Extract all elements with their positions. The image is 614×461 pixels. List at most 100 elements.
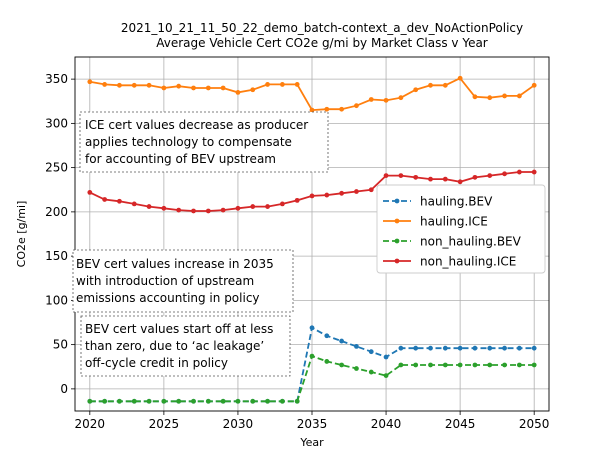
data-point	[398, 362, 404, 368]
data-point	[398, 345, 404, 351]
data-point	[472, 345, 478, 351]
annotation-bev-2035: BEV cert values increase in 2035 with in…	[72, 249, 294, 313]
annotation-line: than zero, due to ‘ac leakage’	[85, 339, 264, 353]
series-non-hauling-ICE	[87, 169, 537, 214]
annotation-line: emissions accounting in policy	[76, 291, 260, 305]
data-point	[309, 193, 315, 199]
data-point	[294, 82, 300, 87]
data-point	[516, 93, 522, 99]
data-point	[413, 362, 419, 368]
data-point	[235, 90, 241, 95]
data-point	[309, 325, 315, 331]
data-point	[531, 169, 537, 175]
data-point	[502, 345, 507, 351]
data-point	[235, 398, 241, 404]
annotation-line: applies technology to compensate	[85, 135, 292, 149]
data-point	[176, 207, 182, 213]
data-point	[279, 82, 285, 87]
annotation-line: with introduction of upstream	[76, 274, 254, 288]
y-tick-label: 250	[45, 161, 68, 175]
data-point	[442, 345, 448, 351]
data-point	[265, 82, 270, 87]
data-point	[442, 176, 448, 182]
data-point	[220, 207, 226, 213]
data-point	[131, 201, 137, 207]
data-point	[368, 187, 374, 193]
data-point	[294, 197, 300, 203]
legend-marker	[394, 218, 400, 224]
data-point	[87, 79, 93, 85]
data-point	[413, 174, 419, 180]
legend-label: non_hauling.ICE	[420, 255, 516, 269]
data-point	[383, 373, 389, 378]
x-tick-label: 2045	[445, 417, 476, 431]
data-point	[472, 174, 478, 180]
data-point	[502, 171, 507, 177]
y-axis-label: CO2e [g/mi]	[15, 201, 28, 268]
data-point	[531, 362, 537, 368]
data-point	[339, 106, 345, 112]
y-tick-label: 200	[45, 205, 68, 219]
data-point	[428, 82, 433, 88]
data-point	[324, 333, 330, 339]
y-tick-label: 300	[45, 116, 68, 130]
x-tick-label: 2050	[519, 417, 550, 431]
data-point	[265, 204, 270, 209]
chart-title: 2021_10_21_11_50_22_demo_batch-context_a…	[121, 21, 523, 35]
data-point	[339, 338, 345, 344]
data-point	[472, 362, 478, 368]
data-point	[487, 345, 493, 351]
legend-marker	[394, 258, 400, 264]
data-point	[146, 204, 152, 209]
data-point	[205, 208, 211, 214]
data-point	[279, 201, 285, 207]
data-point	[398, 173, 404, 178]
annotation-box	[79, 111, 329, 173]
data-point	[102, 398, 108, 404]
x-tick-label: 2025	[149, 417, 180, 431]
data-point	[383, 173, 389, 178]
series-hauling-ICE	[87, 75, 537, 113]
data-point	[354, 343, 359, 349]
data-point	[294, 398, 300, 404]
legend-marker	[394, 238, 400, 244]
data-point	[457, 75, 463, 81]
legend-label: non_hauling.BEV	[420, 235, 522, 249]
data-point	[191, 208, 196, 214]
annotation-line: BEV cert values increase in 2035	[76, 257, 274, 271]
data-point	[309, 353, 315, 359]
data-point	[457, 362, 463, 368]
legend-item: non_hauling.BEV	[383, 235, 522, 249]
data-point	[502, 362, 507, 368]
data-point	[324, 106, 330, 112]
data-point	[368, 369, 374, 375]
data-point	[442, 362, 448, 368]
data-point	[502, 93, 507, 99]
data-point	[339, 362, 345, 368]
annotation-line: off-cycle credit in policy	[85, 356, 228, 370]
annotation-ice: ICE cert values decrease as producer app…	[79, 111, 329, 173]
data-point	[265, 398, 270, 404]
data-point	[87, 398, 93, 404]
annotation-line: ICE cert values decrease as producer	[85, 118, 308, 132]
legend-item: hauling.BEV	[383, 195, 493, 209]
data-point	[516, 362, 522, 368]
data-point	[87, 190, 93, 195]
data-point	[354, 103, 359, 109]
y-tick-label: 50	[53, 338, 68, 352]
data-point	[472, 94, 478, 100]
data-point	[531, 345, 537, 351]
data-point	[428, 345, 433, 351]
data-point	[220, 85, 226, 91]
data-point	[339, 190, 345, 196]
data-point	[117, 198, 122, 204]
data-point	[531, 82, 537, 88]
data-point	[368, 97, 374, 102]
data-point	[516, 345, 522, 351]
data-point	[383, 97, 389, 103]
data-point	[146, 82, 152, 88]
series-non-hauling-BEV	[87, 353, 537, 404]
chart-subtitle: Average Vehicle Cert CO2e g/mi by Market…	[156, 36, 488, 50]
data-point	[146, 398, 152, 404]
